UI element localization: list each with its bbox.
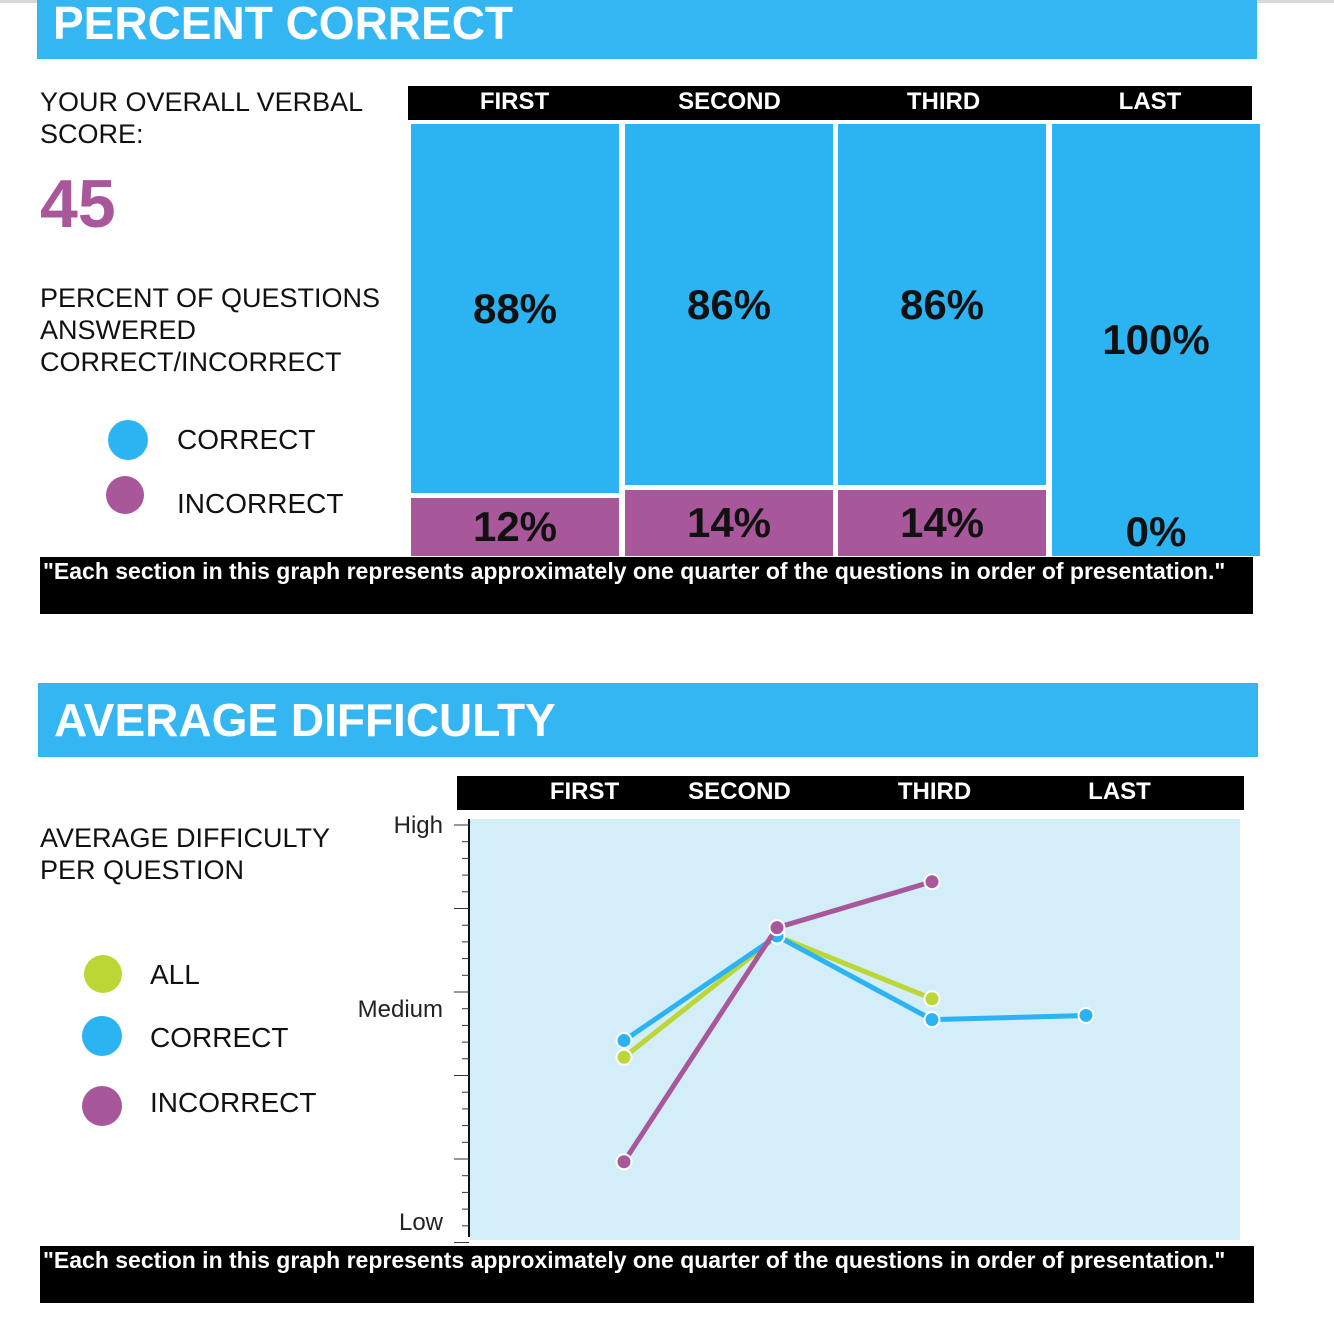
line-correct xyxy=(622,933,1087,1043)
bar-correct-last: 100% xyxy=(1052,124,1260,556)
line-chart: High Medium Low xyxy=(358,812,1240,1243)
legend-incorrect2-dot xyxy=(82,1086,122,1126)
y-label-low: Low xyxy=(399,1209,444,1236)
percent-correct-banner: PERCENT CORRECT xyxy=(37,0,1257,59)
legend-correct2-dot xyxy=(82,1016,122,1056)
line-chart-header: FIRST SECOND THIRD LAST xyxy=(457,776,1244,810)
percent-description: PERCENT OF QUESTIONS ANSWERED CORRECT/IN… xyxy=(40,283,381,377)
line-header-third: THIRD xyxy=(897,778,972,805)
point-incorrect-2 xyxy=(923,873,941,891)
point-correct-3 xyxy=(1077,1006,1095,1024)
difficulty-footnote: "Each section in this graph represents a… xyxy=(40,1246,1254,1303)
point-all-2 xyxy=(923,990,941,1008)
bar-incorrect-label-last: 0% xyxy=(1125,508,1187,555)
legend-all-dot xyxy=(84,955,122,993)
percent-correct-title: PERCENT CORRECT xyxy=(53,0,514,49)
legend-correct-label: CORRECT xyxy=(177,424,316,455)
bar-header-second: SECOND xyxy=(678,88,781,115)
bar-incorrect-second: 14% xyxy=(625,490,833,556)
legend-all-label: ALL xyxy=(150,959,200,990)
line-header-second: SECOND xyxy=(688,778,791,805)
average-difficulty-title: AVERAGE DIFFICULTY xyxy=(54,694,556,746)
legend-correct2-label: CORRECT xyxy=(150,1022,289,1053)
bar-correct-third: 86% xyxy=(838,124,1046,485)
bar-header-last: LAST xyxy=(1118,88,1182,115)
y-label-high: High xyxy=(394,812,443,839)
point-correct-0 xyxy=(615,1032,633,1050)
point-all-0 xyxy=(615,1048,633,1066)
bar-correct-first: 88% xyxy=(411,124,619,493)
percent-footnote: "Each section in this graph represents a… xyxy=(40,557,1253,614)
average-difficulty-banner: AVERAGE DIFFICULTY xyxy=(38,683,1258,757)
legend-incorrect-label: INCORRECT xyxy=(177,488,344,519)
bar-header-third: THIRD xyxy=(906,88,981,115)
point-correct-2 xyxy=(923,1011,941,1029)
bar-header-first: FIRST xyxy=(479,88,550,115)
plot-background xyxy=(470,819,1240,1240)
line-header-first: FIRST xyxy=(549,778,620,805)
score-value: 45 xyxy=(40,166,116,242)
point-incorrect-0 xyxy=(615,1153,633,1171)
score-label: YOUR OVERALL VERBAL SCORE: xyxy=(40,87,363,149)
legend-correct-dot xyxy=(108,420,148,460)
point-incorrect-1 xyxy=(768,919,786,937)
legend-incorrect2-label: INCORRECT xyxy=(150,1087,317,1118)
bar-correct-second: 86% xyxy=(625,124,833,485)
y-label-medium: Medium xyxy=(358,996,443,1023)
bar-incorrect-third: 14% xyxy=(838,490,1046,556)
legend-incorrect-dot xyxy=(106,476,144,514)
bar-chart-header: FIRST SECOND THIRD LAST xyxy=(408,86,1252,120)
difficulty-description: AVERAGE DIFFICULTY PER QUESTION xyxy=(40,823,330,885)
line-header-last: LAST xyxy=(1088,778,1151,805)
bar-incorrect-first: 12% xyxy=(411,498,619,556)
